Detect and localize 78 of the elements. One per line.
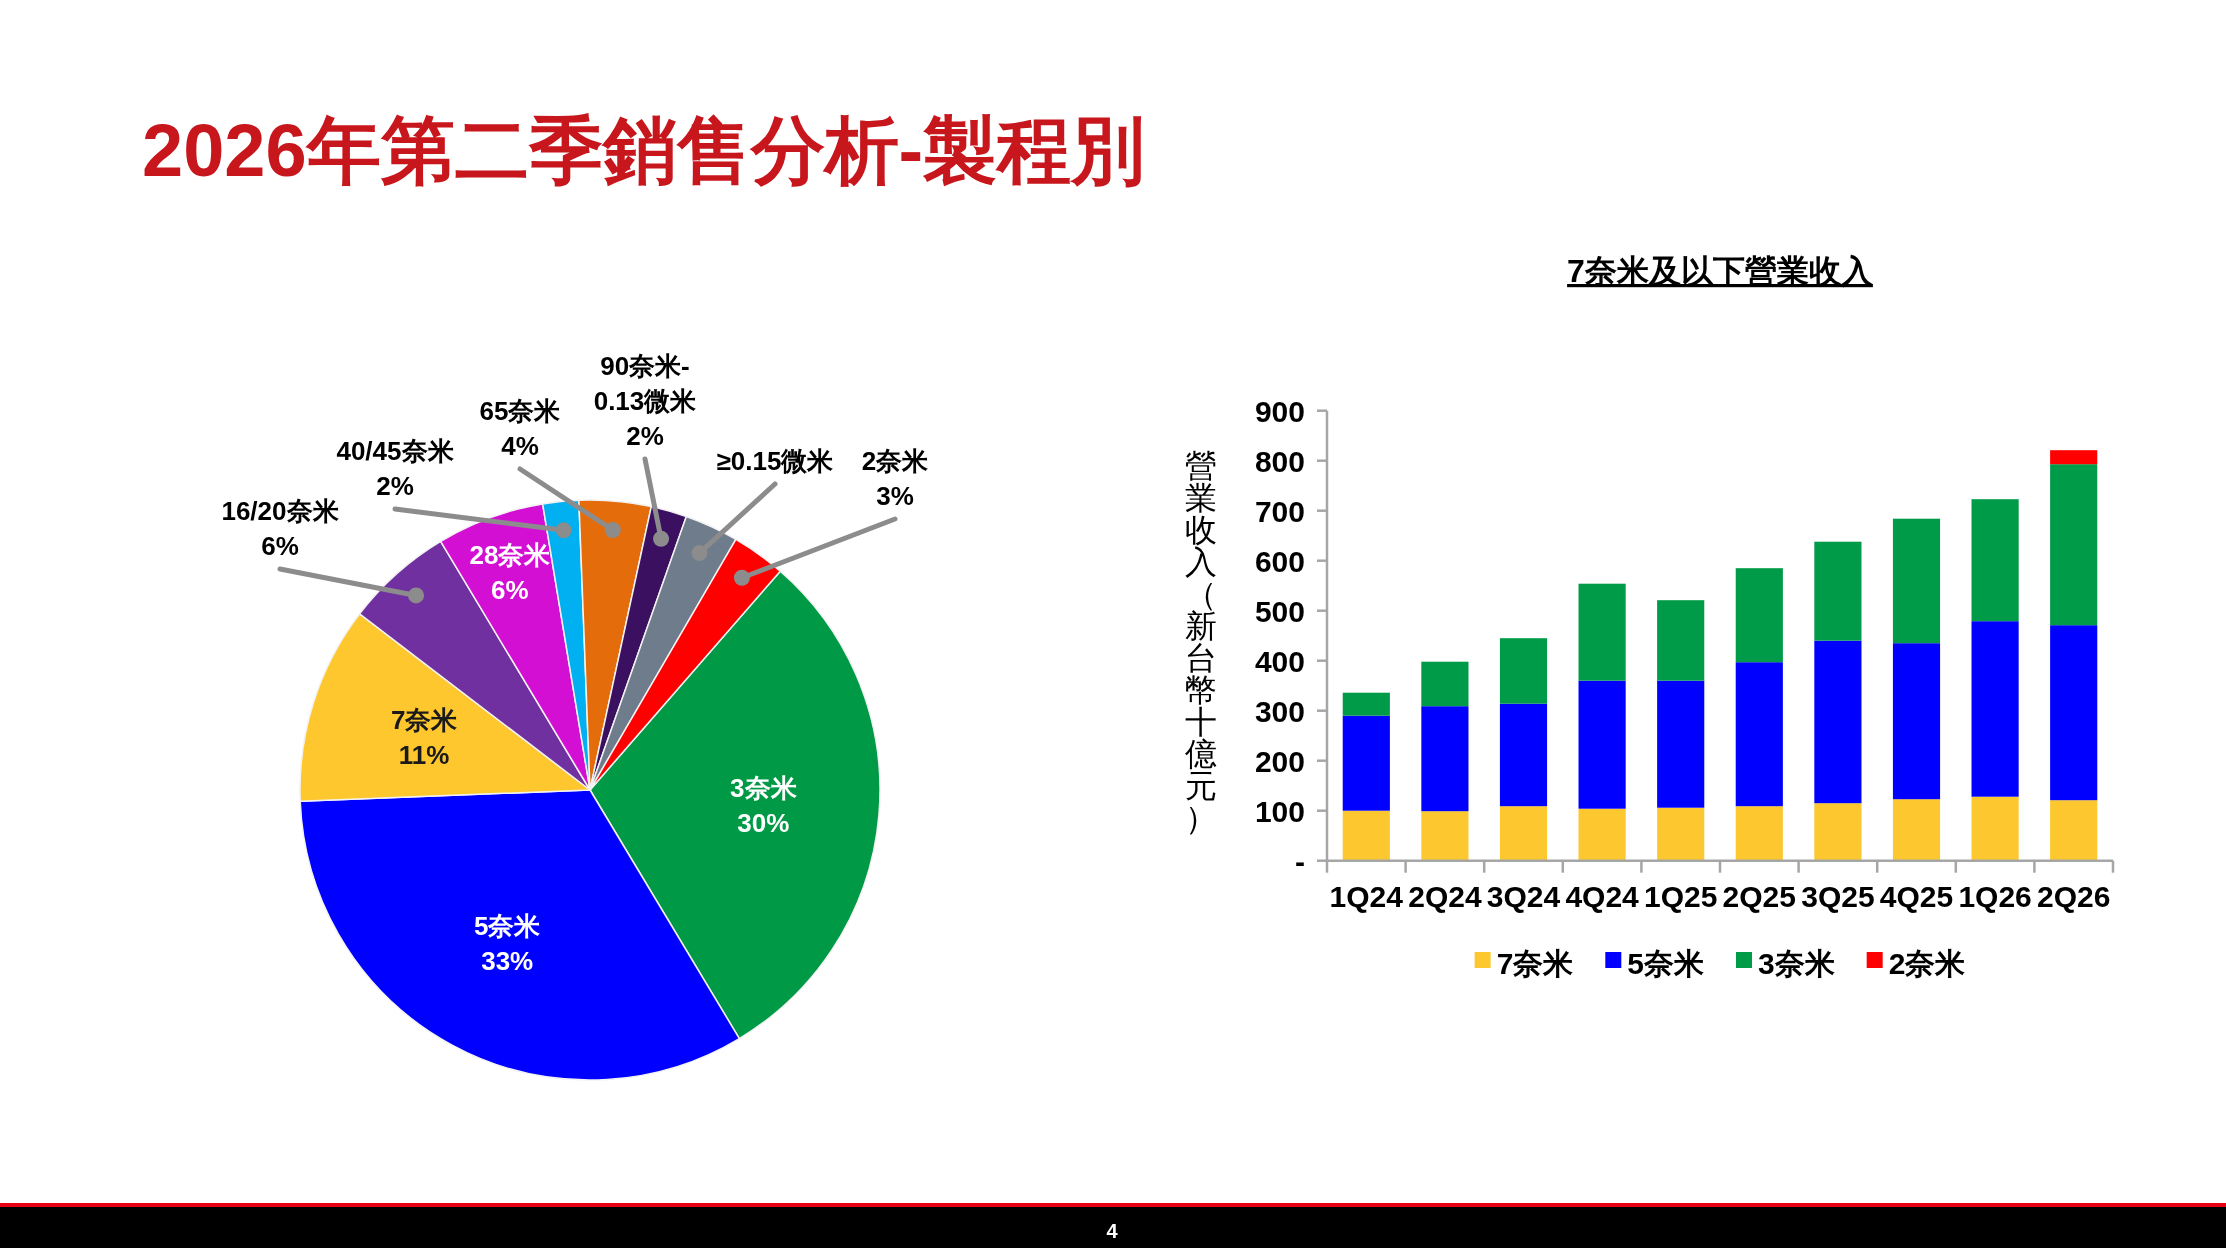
bar — [1892, 643, 1941, 800]
bar — [1735, 568, 1783, 663]
data-label: 33% — [481, 945, 534, 976]
x-tick-label: 2Q26 — [2037, 879, 2111, 913]
slice-label: 28奈米 — [469, 539, 551, 570]
bar — [1892, 799, 1941, 861]
slice-label: 5奈米 — [474, 910, 541, 941]
y-tick-label: 400 — [1254, 644, 1305, 678]
bar — [1971, 796, 2019, 861]
slice-label: 90奈米-0.13微米 — [593, 351, 697, 416]
bar — [1578, 808, 1626, 861]
y-tick-label: - — [1295, 844, 1305, 878]
bar — [2050, 450, 2098, 465]
x-tick-label: 2Q24 — [1408, 879, 1482, 913]
data-label: 3% — [876, 481, 914, 511]
bar — [1499, 806, 1548, 861]
chart-title: 2026年第二季銷售分析-製程別 — [142, 109, 1146, 192]
bar — [1814, 541, 1862, 641]
legend-label: 7奈米 — [1496, 947, 1574, 980]
bar — [2050, 800, 2098, 861]
bar — [1421, 706, 1469, 812]
bar — [1657, 600, 1705, 681]
data-label: 11% — [398, 739, 450, 770]
y-tick-label: 100 — [1254, 794, 1305, 828]
slice-label: 40/45奈米 — [336, 436, 454, 466]
y-tick-label: 900 — [1254, 394, 1305, 428]
y-tick-label: 500 — [1254, 594, 1305, 628]
bar — [1735, 662, 1783, 807]
legend-label: 3奈米 — [1758, 947, 1835, 980]
bar — [1892, 518, 1941, 644]
bar — [1342, 715, 1390, 811]
y-tick-label: 800 — [1254, 444, 1305, 478]
bar — [1421, 811, 1469, 861]
bar — [1735, 806, 1783, 861]
slice-label: 65奈米 — [479, 396, 561, 426]
x-tick-label: 4Q24 — [1565, 879, 1640, 913]
slice-label: ≥0.15微米 — [716, 446, 834, 476]
x-tick-label: 3Q25 — [1801, 879, 1875, 913]
bar — [1971, 621, 2019, 797]
bar — [1814, 803, 1862, 861]
bar — [1499, 703, 1548, 807]
data-label: 6% — [261, 531, 299, 561]
bar — [1342, 692, 1390, 716]
data-label: 6% — [491, 574, 529, 605]
text: 4 — [1106, 1220, 1119, 1242]
bar — [1971, 499, 2019, 622]
x-tick-label: 3Q24 — [1486, 879, 1561, 913]
data-label: 30% — [737, 807, 790, 838]
x-tick-label: 2Q25 — [1722, 879, 1796, 913]
bar — [1657, 807, 1705, 861]
y-tick-label: 300 — [1254, 694, 1305, 728]
bar — [1499, 638, 1548, 704]
bar — [1578, 583, 1626, 681]
chart-title: 7奈米及以下營業收入 — [1567, 253, 1874, 289]
slice-label: 16/20奈米 — [221, 496, 339, 526]
x-tick-label: 1Q25 — [1644, 879, 1718, 913]
x-tick-label: 4Q25 — [1879, 879, 1954, 913]
y-tick-label: 700 — [1254, 494, 1305, 528]
x-tick-label: 1Q26 — [1958, 879, 2032, 913]
data-label: 2% — [626, 421, 664, 451]
bar — [1342, 810, 1390, 861]
slice-label: 2奈米 — [861, 446, 929, 476]
text: 營業收入（新台幣十億元） — [1185, 448, 1217, 837]
y-tick-label: 600 — [1254, 544, 1305, 578]
bar — [1657, 680, 1705, 808]
data-label: 4% — [501, 431, 539, 461]
data-label: 2% — [376, 471, 414, 501]
bar — [1421, 661, 1469, 707]
y-tick-label: 200 — [1254, 744, 1305, 778]
slice-label: 7奈米 — [390, 704, 458, 735]
legend-label: 5奈米 — [1627, 947, 1704, 980]
bar — [1814, 640, 1862, 804]
bar — [1578, 680, 1626, 809]
bar — [2050, 625, 2098, 801]
x-tick-label: 1Q24 — [1329, 879, 1404, 913]
bar — [2050, 464, 2098, 626]
slice-label: 3奈米 — [730, 772, 797, 803]
legend-label: 2奈米 — [1888, 947, 1966, 980]
